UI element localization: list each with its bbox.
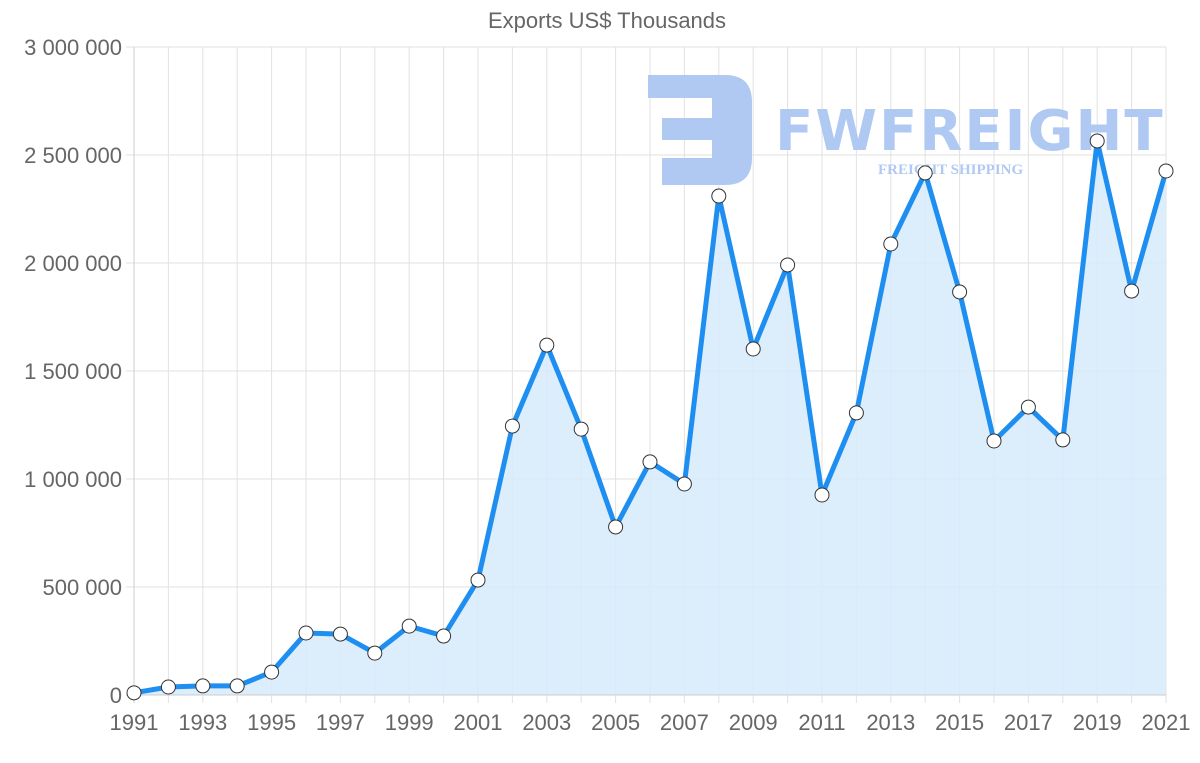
data-point (298, 625, 314, 641)
data-point (1089, 133, 1105, 149)
data-point (917, 165, 933, 181)
axes (126, 47, 1166, 703)
y-tick-label: 2 000 000 (24, 251, 122, 276)
data-point (814, 487, 830, 503)
watermark-tagline: FREIGHT SHIPPING (878, 162, 1023, 178)
x-tick-label: 1991 (110, 710, 159, 735)
x-tick-label: 2001 (454, 710, 503, 735)
x-tick-label: 2009 (729, 710, 778, 735)
y-tick-label: 1 000 000 (24, 467, 122, 492)
data-point (504, 418, 520, 434)
data-point (160, 679, 176, 695)
data-point (1055, 432, 1071, 448)
x-tick-label: 1999 (385, 710, 434, 735)
x-tick-label: 2015 (935, 710, 984, 735)
x-tick-label: 2007 (660, 710, 709, 735)
x-tick-label: 2013 (866, 710, 915, 735)
area-path (134, 141, 1166, 695)
data-point (642, 454, 658, 470)
data-point (780, 257, 796, 273)
data-point (195, 678, 211, 694)
fw-logo-icon (648, 75, 752, 185)
data-point (367, 645, 383, 661)
data-point (1020, 399, 1036, 415)
data-point (470, 572, 486, 588)
x-tick-label: 1993 (178, 710, 227, 735)
x-tick-label: 2017 (1004, 710, 1053, 735)
watermark-brand: FWFREIGHT (775, 99, 1165, 164)
data-point (539, 337, 555, 353)
data-point (126, 685, 142, 701)
data-point (986, 433, 1002, 449)
data-point (332, 626, 348, 642)
x-tick-label: 2021 (1142, 710, 1191, 735)
data-point (676, 476, 692, 492)
data-point (436, 628, 452, 644)
data-point (229, 678, 245, 694)
data-point (401, 618, 417, 634)
x-tick-label: 2019 (1073, 710, 1122, 735)
x-tick-label: 1995 (247, 710, 296, 735)
data-points (126, 133, 1174, 701)
data-point (883, 236, 899, 252)
area-fill (134, 141, 1166, 695)
watermark-logo: FWFREIGHT FREIGHT SHIPPING (648, 75, 1165, 185)
y-tick-label: 3 000 000 (24, 35, 122, 60)
x-tick-label: 2011 (798, 710, 845, 735)
y-tick-label: 2 500 000 (24, 143, 122, 168)
y-axis-labels: 0 500 000 1 000 000 1 500 000 2 000 000 2 500… (24, 35, 122, 708)
chart-title: Exports US$ Thousands (487, 8, 727, 33)
x-tick-label: 2003 (522, 710, 571, 735)
data-point (711, 188, 727, 204)
data-point (264, 664, 280, 680)
x-tick-label: 2005 (591, 710, 640, 735)
data-point (848, 405, 864, 421)
x-axis-labels: 1991 1993 1995 1997 1999 2001 2003 2005 2007 2009… (110, 710, 1191, 735)
data-point (608, 519, 624, 535)
x-tick-label: 1997 (316, 710, 365, 735)
data-point (1158, 163, 1174, 179)
y-tick-label: 1 500 000 (24, 359, 122, 384)
y-tick-label: 0 (110, 683, 122, 708)
data-point (952, 284, 968, 300)
data-point (1124, 283, 1140, 299)
data-point (745, 341, 761, 357)
y-tick-label: 500 000 (42, 575, 122, 600)
data-point (573, 421, 589, 437)
